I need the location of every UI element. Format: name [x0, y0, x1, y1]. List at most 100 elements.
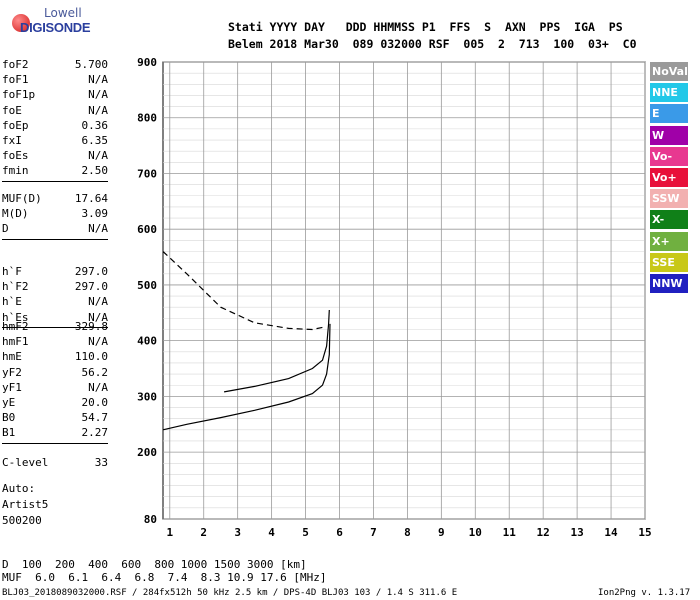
param-name: hmE: [2, 350, 22, 364]
legend-item-sse: SSE: [650, 252, 688, 272]
param-he: h`E N/A: [2, 295, 108, 309]
param-name: B1: [2, 426, 16, 440]
distance-label: D: [2, 558, 9, 571]
x-tick-label: 15: [638, 526, 651, 539]
param-value: 297.0: [74, 265, 108, 278]
param-value: 20.0: [81, 396, 109, 409]
param-clevel: C-level 33: [2, 456, 108, 470]
logo: Lowell DIGISONDE: [6, 4, 156, 44]
param-value: 33: [94, 456, 108, 469]
param-value: 17.64: [74, 192, 108, 205]
param-name: h`F: [2, 265, 22, 278]
logo-mark-icon: [12, 14, 30, 32]
param-name: C-level: [2, 456, 49, 469]
param-name: M(D): [2, 207, 29, 221]
param-value: N/A: [88, 149, 108, 163]
y-tick-label: 600: [137, 223, 157, 236]
param-name: h`Es: [2, 310, 29, 324]
x-tick-label: 14: [604, 526, 618, 539]
param-value: 5.700: [74, 58, 108, 71]
param-value: 56.2: [81, 365, 109, 379]
separator: [2, 442, 108, 444]
x-tick-label: 13: [570, 526, 583, 539]
legend-item-e: E: [650, 104, 688, 124]
param-fof2: foF2 5.700: [2, 58, 108, 72]
param-hmf1: hmF1 N/A: [2, 335, 108, 349]
param-value: 2.27: [81, 426, 109, 440]
param-name: hmF2: [2, 320, 29, 333]
param-name: foEp: [2, 118, 29, 132]
footer-version: Ion2Png v. 1.3.17: [598, 588, 691, 598]
scaling-mode: Auto:: [2, 482, 36, 495]
y-tick-label: 900: [137, 56, 157, 69]
param-hf: h`F 297.0: [2, 265, 108, 279]
x-tick-label: 4: [268, 526, 275, 539]
series-trace: [223, 309, 330, 393]
param-name: MUF(D): [2, 192, 42, 205]
param-value: N/A: [88, 73, 108, 87]
x-tick-label: 9: [438, 526, 445, 539]
param-value: N/A: [88, 380, 108, 394]
series-extrapolation: [162, 251, 327, 331]
param-fof1: foF1 N/A: [2, 73, 108, 87]
param-hf2: h`F2 297.0: [2, 280, 108, 294]
param-value: N/A: [88, 310, 108, 324]
x-tick-label: 10: [469, 526, 482, 539]
param-name: fmin: [2, 164, 29, 178]
param-value: N/A: [88, 103, 108, 117]
y-tick-label: 200: [137, 446, 157, 459]
param-name: h`F2: [2, 280, 29, 294]
distance-row: D 100 200 400 600 800 1000 1500 3000 [km…: [2, 558, 307, 571]
scaling-version: 500200: [2, 514, 42, 527]
param-md: M(D) 3.09: [2, 207, 108, 221]
separator: [2, 180, 108, 182]
legend-item-noval: NoVal: [650, 62, 688, 81]
series-profile: [162, 323, 331, 431]
param-name: foE: [2, 103, 22, 117]
y-tick-label: 500: [137, 279, 157, 292]
legend-item-vo: Vo-: [650, 146, 688, 166]
legend-item-x: X-: [650, 210, 688, 230]
y-tick-label: 80: [144, 513, 157, 526]
legend-item-nnw: NNW: [650, 274, 688, 293]
legend-item-nne: NNE: [650, 83, 688, 103]
param-value: N/A: [88, 295, 108, 309]
param-hme: hmE 110.0: [2, 350, 108, 364]
param-value: 329.8: [74, 320, 108, 333]
param-value: 110.0: [74, 350, 108, 364]
param-name: h`E: [2, 295, 22, 309]
param-yf2: yF2 56.2: [2, 366, 108, 380]
param-name: foF2: [2, 58, 29, 71]
y-tick-label: 400: [137, 335, 157, 348]
y-tick-label: 300: [137, 390, 157, 403]
x-tick-label: 6: [336, 526, 343, 539]
x-tick-label: 7: [370, 526, 377, 539]
param-value: 2.50: [81, 164, 109, 178]
param-name: hmF1: [2, 335, 29, 349]
param-name: yF2: [2, 365, 22, 379]
x-tick-label: 2: [200, 526, 207, 539]
param-name: yF1: [2, 380, 22, 394]
distance-values: 100 200 400 600 800 1000 1500 3000 [km]: [8, 558, 307, 571]
param-ye: yE 20.0: [2, 396, 108, 410]
param-value: 3.09: [81, 207, 109, 221]
param-b1: B1 2.27: [2, 426, 108, 440]
x-tick-label: 5: [302, 526, 309, 539]
param-fmin: fmin 2.50: [2, 164, 108, 178]
param-foep: foEp 0.36: [2, 119, 108, 133]
muf-label: MUF: [2, 571, 22, 584]
param-hmf2: hmF2 329.8: [2, 320, 108, 334]
param-name: D: [2, 222, 9, 236]
param-yf1: yF1 N/A: [2, 381, 108, 395]
x-tick-label: 11: [503, 526, 517, 539]
x-tick-label: 8: [404, 526, 411, 539]
logo-text-bottom: DIGISONDE: [20, 20, 91, 35]
muf-values: 6.0 6.1 6.4 6.8 7.4 8.3 10.9 17.6 [MHz]: [21, 571, 327, 584]
muf-row: MUF 6.0 6.1 6.4 6.8 7.4 8.3 10.9 17.6 [M…: [2, 571, 327, 584]
footer-file-info: BLJ03_2018089032000.RSF / 284fx512h 50 k…: [2, 588, 458, 598]
param-name: foF1: [2, 73, 29, 87]
param-fxi: fxI 6.35: [2, 134, 108, 148]
param-value: 54.7: [81, 411, 109, 425]
param-name: foF1p: [2, 88, 36, 102]
